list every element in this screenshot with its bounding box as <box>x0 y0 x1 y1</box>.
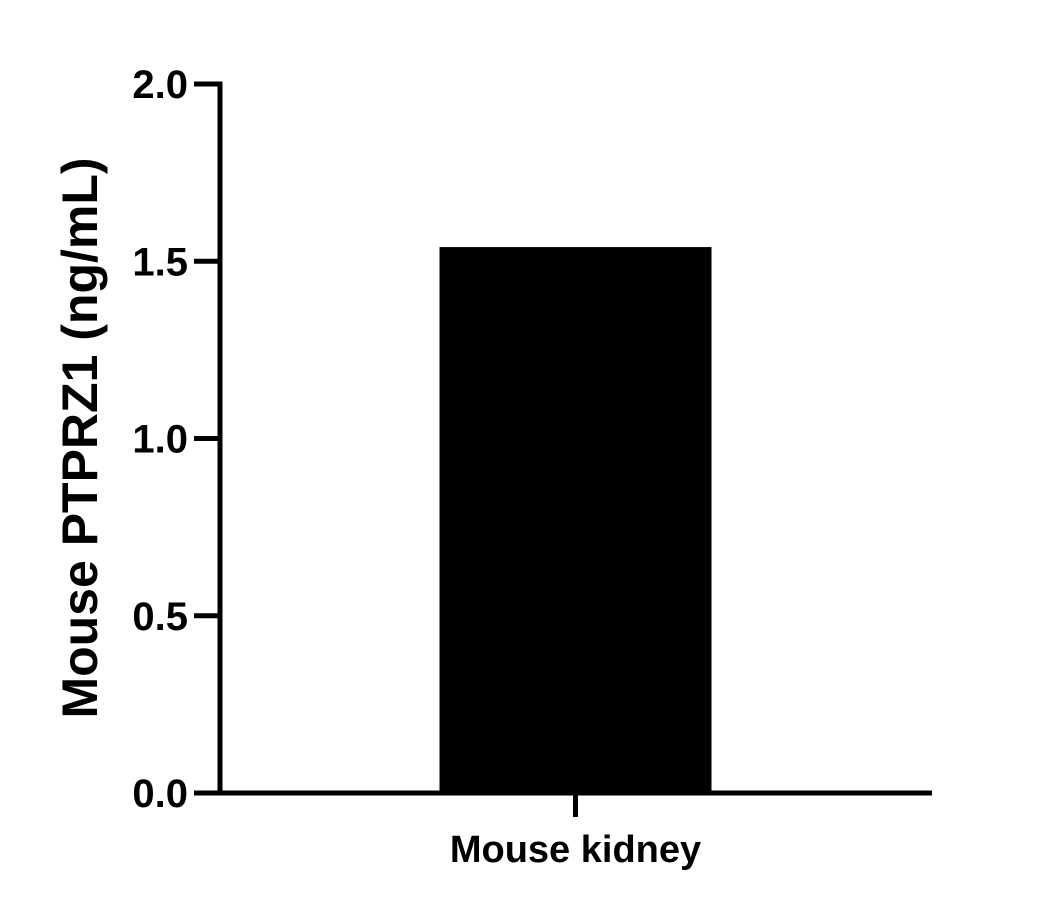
y-tick-label: 0.5 <box>132 595 188 639</box>
bars <box>439 247 712 793</box>
y-axis-label: Mouse PTPRZ1 (ng/mL) <box>52 157 108 718</box>
x-axis-ticks: Mouse kidney <box>450 793 701 871</box>
x-tick-label: Mouse kidney <box>450 829 701 871</box>
bar <box>439 247 712 793</box>
y-axis-ticks: 0.0 0.5 1.0 1.5 2.0 <box>132 63 220 816</box>
y-tick-label: 1.5 <box>132 240 188 284</box>
y-tick-label: 0.0 <box>132 772 188 816</box>
y-tick-label: 1.0 <box>132 418 188 462</box>
y-tick-label: 2.0 <box>132 63 188 107</box>
